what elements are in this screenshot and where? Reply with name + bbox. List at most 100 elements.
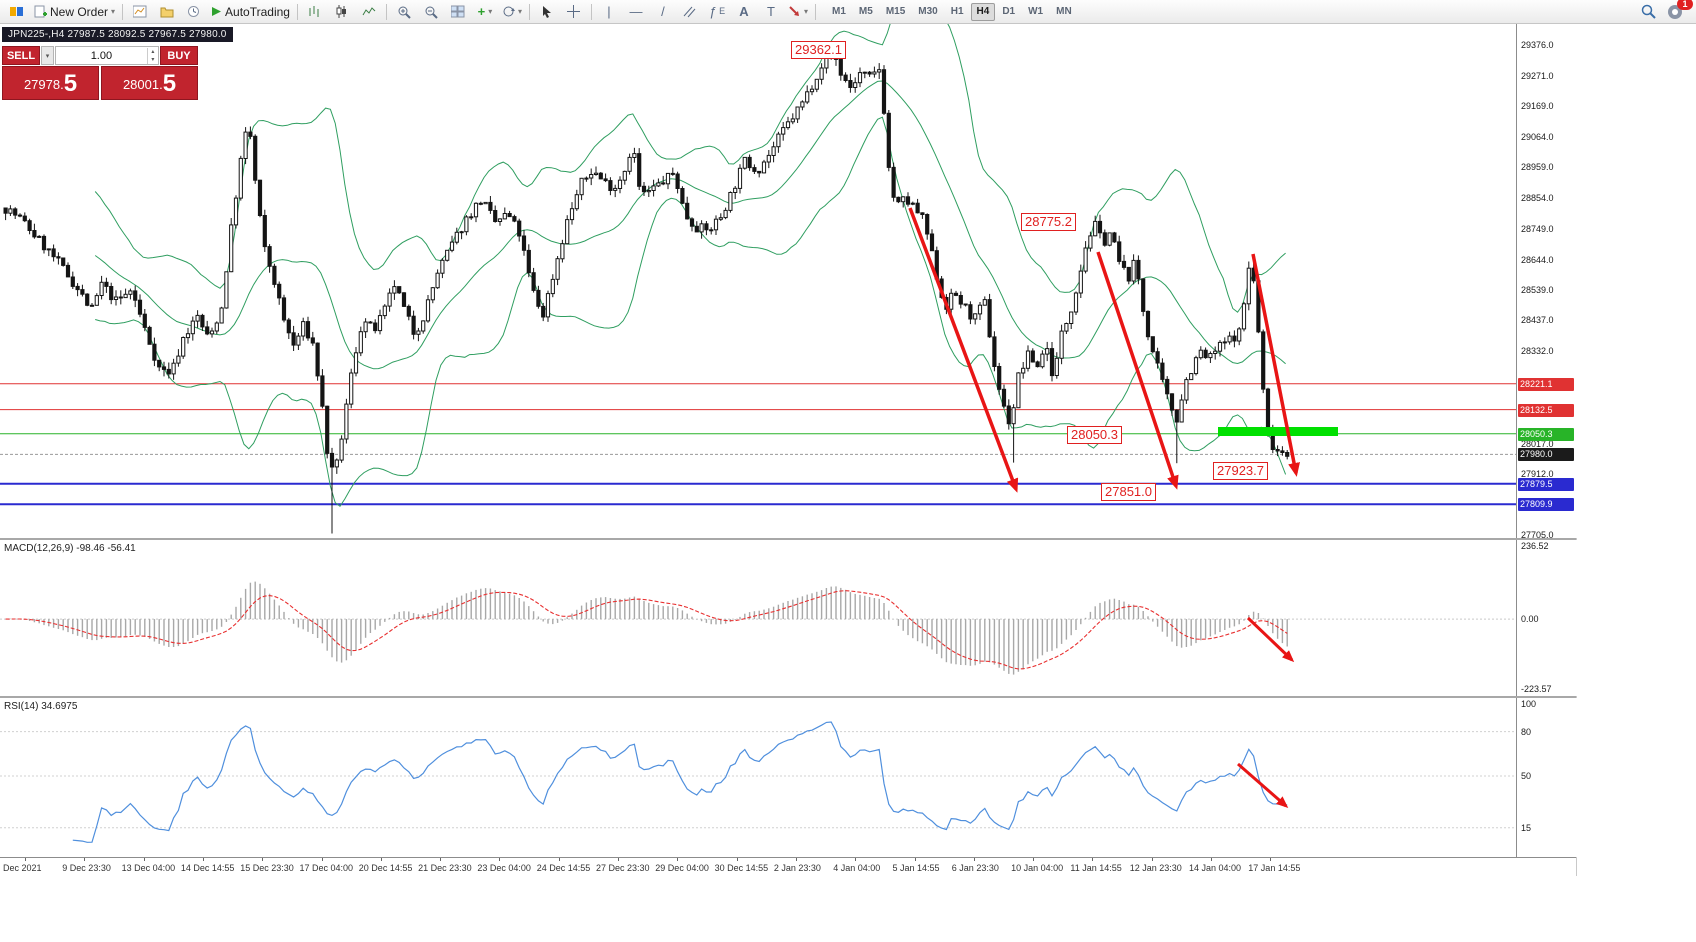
- time-tick: [25, 858, 26, 861]
- trend-arrow[interactable]: [908, 207, 1019, 493]
- chevron-down-icon: ▾: [517, 7, 522, 16]
- tf-button-m5[interactable]: M5: [858, 5, 873, 17]
- time-axis-label: 6 Jan 23:30: [951, 863, 999, 873]
- price-chart-panel[interactable]: [0, 24, 1516, 538]
- time-axis-label: 14 Jan 04:00: [1189, 863, 1242, 873]
- sell-price[interactable]: 27978. 5: [2, 66, 99, 100]
- bar-chart-icon[interactable]: [302, 2, 328, 22]
- time-axis-label: 17 Jan 14:55: [1248, 863, 1301, 873]
- trendline-icon[interactable]: /: [661, 4, 665, 19]
- buy-button[interactable]: BUY: [160, 46, 198, 65]
- panel-divider[interactable]: [0, 696, 1576, 698]
- time-tick: [558, 858, 560, 861]
- rsi-panel[interactable]: RSI(14) 34.6975: [0, 698, 1516, 857]
- chevron-down-icon: ▾: [803, 7, 808, 16]
- volume-input[interactable]: [56, 48, 147, 63]
- price-axis[interactable]: 29376.0 29271.0 29169.0 29064.0 28959.0 28854…: [1516, 24, 1577, 540]
- buy-price[interactable]: 28001. 5: [101, 66, 198, 100]
- horizontal-line-icon[interactable]: —: [629, 4, 643, 19]
- tf-button-d1[interactable]: D1: [1002, 5, 1016, 17]
- macd-panel[interactable]: MACD(12,26,9) -98.46 -56.41: [0, 540, 1516, 696]
- price-badge: 27809.9: [1518, 498, 1574, 512]
- line-chart-icon[interactable]: [356, 2, 382, 22]
- toolbar-separator: [528, 3, 530, 20]
- toolbar-separator: [815, 3, 816, 20]
- time-axis[interactable]: Dec 2021 9 Dec 23:30 13 Dec 04:00 14 Dec 14…: [0, 857, 1576, 877]
- tf-button-mn[interactable]: MN: [1056, 5, 1072, 17]
- price-chart-svg[interactable]: [0, 24, 1516, 538]
- price-callout[interactable]: 27923.7: [1213, 462, 1268, 480]
- rsi-svg[interactable]: [0, 698, 1516, 857]
- arrow-tool-icon[interactable]: ▾: [785, 2, 811, 22]
- new-order-button[interactable]: New Order ▾: [31, 2, 118, 22]
- trend-arrow[interactable]: [1096, 251, 1179, 490]
- text-label-icon[interactable]: T: [767, 4, 775, 19]
- price-callout[interactable]: 28050.3: [1067, 426, 1122, 444]
- tf-button-w1[interactable]: W1: [1028, 5, 1044, 17]
- tf-button-h1[interactable]: H1: [950, 5, 964, 17]
- trend-arrow[interactable]: [1246, 616, 1295, 663]
- tf-button-m1[interactable]: M1: [832, 5, 846, 17]
- vertical-line-icon[interactable]: |: [607, 4, 611, 19]
- cursor-icon[interactable]: [534, 2, 560, 22]
- time-tick: [202, 858, 204, 861]
- zoom-in-icon[interactable]: [391, 2, 417, 22]
- time-tick: [795, 858, 797, 861]
- zoom-out-icon[interactable]: [418, 2, 444, 22]
- price-axis-label: 29064.0: [1521, 131, 1554, 142]
- autotrading-icon: [212, 7, 222, 16]
- notification-count-badge: 1: [1677, 0, 1693, 10]
- macd-label: MACD(12,26,9) -98.46 -56.41: [4, 543, 136, 554]
- price-callout[interactable]: 27851.0: [1101, 483, 1156, 501]
- macd-axis-label: 236.52: [1521, 541, 1549, 551]
- sell-options-caret[interactable]: ▾: [41, 46, 54, 65]
- tf-button-m30[interactable]: M30: [918, 5, 938, 17]
- macd-svg[interactable]: [0, 540, 1516, 696]
- tf-button-h4[interactable]: H4: [970, 2, 996, 21]
- time-tick: [855, 858, 857, 861]
- chart-icon[interactable]: [127, 2, 153, 22]
- crosshair-icon[interactable]: [561, 2, 587, 22]
- volume-stepper[interactable]: ▴ ▾: [146, 47, 158, 64]
- rsi-axis-label: 80: [1521, 727, 1532, 737]
- time-axis-label: 15 Dec 23:30: [240, 863, 294, 873]
- candles: [3, 44, 1290, 534]
- autotrading-button[interactable]: AutoTrading: [208, 2, 293, 22]
- panel-divider[interactable]: [0, 538, 1576, 540]
- highlight-bar[interactable]: [1218, 427, 1338, 436]
- rsi-axis[interactable]: 100 80 50 15: [1516, 698, 1577, 857]
- time-tick: [1151, 858, 1153, 861]
- profiles-icon[interactable]: [154, 2, 180, 22]
- chevron-down-icon: ▾: [111, 7, 116, 16]
- tf-button-m15[interactable]: M15: [885, 5, 906, 17]
- trend-arrow[interactable]: [1237, 762, 1289, 808]
- time-tick: [736, 858, 738, 861]
- time-axis-label: 14 Dec 14:55: [180, 863, 235, 873]
- tile-windows-icon[interactable]: [445, 2, 471, 22]
- notification-icon[interactable]: 1: [1662, 0, 1693, 22]
- sell-button[interactable]: SELL: [2, 46, 40, 65]
- cycle-icon[interactable]: ▾: [499, 2, 525, 22]
- time-tick: [321, 858, 323, 861]
- app-icon[interactable]: [4, 2, 30, 22]
- time-axis-label: 21 Dec 23:30: [418, 863, 472, 873]
- time-axis-label: 10 Jan 04:00: [1011, 863, 1064, 873]
- text-icon[interactable]: A: [739, 4, 749, 19]
- price-callout[interactable]: 28775.2: [1021, 213, 1076, 231]
- time-tick: [380, 858, 382, 861]
- search-icon[interactable]: [1635, 2, 1661, 22]
- market-watch-icon[interactable]: [181, 2, 207, 22]
- candlestick-icon[interactable]: [329, 2, 355, 22]
- equidistant-channel-icon[interactable]: [677, 2, 703, 22]
- time-tick: [677, 858, 679, 861]
- buy-price-main: 28001.: [122, 77, 163, 92]
- price-callout[interactable]: 29362.1: [791, 41, 846, 59]
- indicator-add-icon[interactable]: + ▾: [477, 4, 493, 19]
- trend-arrow[interactable]: [1251, 253, 1300, 477]
- time-tick: [618, 858, 619, 861]
- macd-axis[interactable]: 236.52 0.00 -223.57: [1516, 540, 1577, 696]
- rsi-line: [72, 721, 1288, 843]
- time-tick: [973, 858, 975, 861]
